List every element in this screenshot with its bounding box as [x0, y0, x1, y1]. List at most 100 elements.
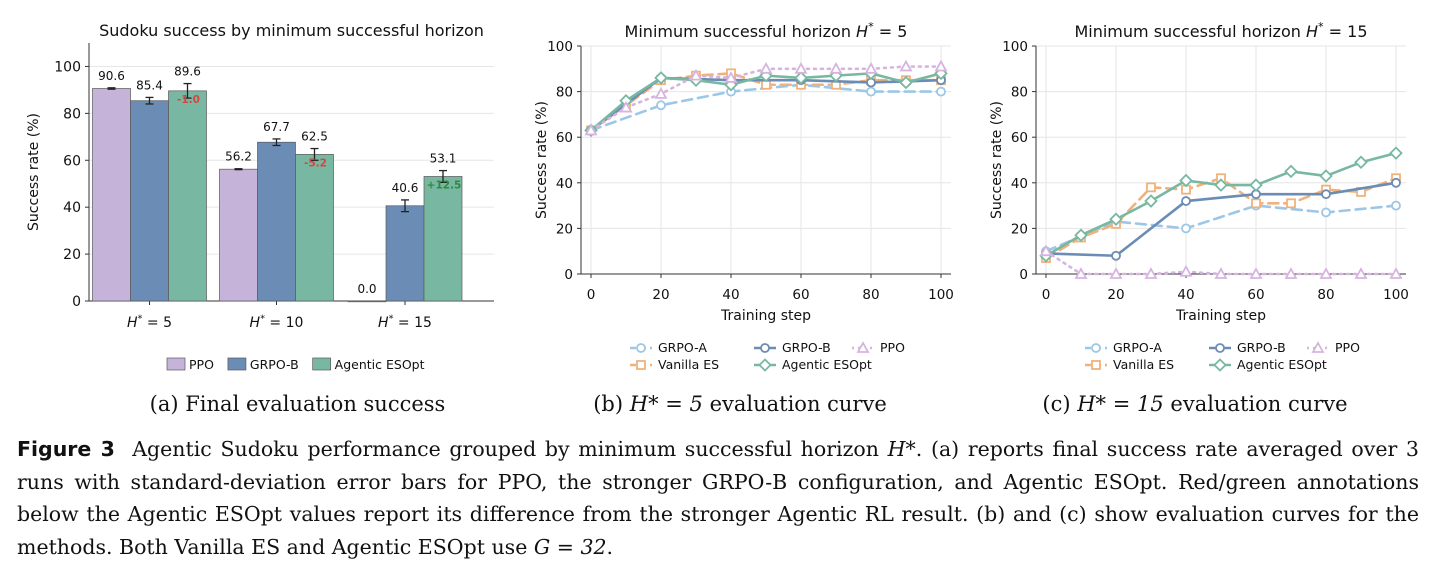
subcaption-c-tag: (c) — [1042, 392, 1071, 416]
subcaption-a-text: Final evaluation success — [185, 392, 446, 416]
point-ppo — [1074, 267, 1088, 279]
x-tick-label: 40 — [1177, 287, 1194, 303]
point-agentic-esopt — [1284, 164, 1298, 179]
legend-marker-vanilla-es — [1091, 360, 1101, 370]
y-tick-label: 60 — [1011, 130, 1028, 146]
point-agentic-esopt — [1179, 173, 1193, 188]
legend-marker-vanilla-es — [636, 360, 646, 370]
y-axis-label: Success rate (%) — [534, 101, 550, 219]
subcaption-c-math: H* = 15 — [1077, 392, 1164, 416]
legend-label-grpo-a: GRPO-A — [1113, 340, 1162, 355]
point-ppo — [1179, 264, 1193, 277]
point-ppo — [1214, 267, 1228, 279]
point-ppo — [724, 71, 738, 83]
point-ppo — [1284, 267, 1298, 279]
x-tick-label: 0 — [587, 287, 596, 303]
x-tick-label: 20 — [1107, 287, 1124, 303]
point-agentic-esopt — [794, 71, 808, 85]
point-ppo — [934, 59, 948, 72]
legend-label-grpo-b: GRPO-B — [1237, 340, 1286, 355]
panel-a: 0 20 40 60 80 100 Sudoku success by minimum su… — [0, 0, 520, 385]
point-agentic-esopt — [1389, 146, 1403, 160]
delta-annotation: -5.2 — [304, 157, 327, 169]
chart-title: Minimum successful horizon H* = 15 — [1074, 21, 1367, 41]
chart-title: Minimum successful horizon H* = 5 — [625, 21, 908, 41]
subcaption-c: (c) H* = 15 evaluation curve — [975, 392, 1415, 416]
caption-label: Figure 3 — [17, 437, 115, 461]
series-line-agentic-esopt — [1044, 151, 1398, 258]
point-vanilla-es — [1251, 198, 1261, 209]
legend-label-grpo-b: GRPO-B — [782, 340, 831, 355]
delta-annotation: +12.5 — [427, 179, 462, 191]
data-label: 67.7 — [263, 120, 290, 134]
legend-marker-ppo — [856, 341, 870, 353]
legend-marker-agentic-esopt — [758, 358, 772, 372]
caption-math2: G = 32 — [533, 534, 607, 559]
bar-grpo-b-0 — [130, 100, 169, 302]
y-tick-label: 0 — [1019, 267, 1028, 283]
point-ppo — [1249, 267, 1263, 279]
data-label: 56.2 — [225, 150, 252, 164]
point-agentic-esopt — [1249, 178, 1263, 192]
legend-marker-grpo-a — [1091, 343, 1101, 353]
y-tick-label: 0 — [72, 294, 81, 310]
x-tick-label: 60 — [1247, 287, 1264, 303]
point-ppo — [864, 61, 878, 74]
x-tick-label: 0 — [1042, 287, 1051, 303]
bar-grpo-b-2 — [385, 205, 425, 302]
chart-title: Sudoku success by minimum successful hor… — [99, 21, 484, 40]
bar-ppo-2 — [347, 300, 387, 303]
panel-b: 0 20 40 60 80 100 0 20 40 60 80 100 Minimum successf… — [510, 0, 970, 385]
x-tick-label: H* = 5 — [127, 313, 172, 331]
subcaption-a-tag: (a) — [149, 392, 179, 416]
legend-label-vanilla-es: Vanilla ES — [658, 357, 719, 372]
point-ppo — [1354, 267, 1368, 279]
x-tick-label: 60 — [792, 287, 809, 303]
y-tick-label: 100 — [1002, 39, 1028, 55]
point-agentic-esopt — [1144, 194, 1158, 208]
legend: GRPO-A Vanilla ES GRPO-B Agentic ESOpt PPO — [1085, 340, 1360, 372]
legend-label-agentic-esopt: Agentic ESOpt — [335, 357, 425, 372]
y-tick-label: 60 — [63, 153, 81, 169]
y-tick-label: 40 — [63, 200, 81, 216]
point-grpo-a — [1391, 200, 1401, 211]
legend-marker-ppo — [1311, 341, 1325, 353]
point-agentic-esopt — [654, 71, 668, 85]
legend-marker-agentic-esopt — [1213, 358, 1227, 372]
y-tick-label: 20 — [63, 247, 81, 263]
point-ppo — [1144, 267, 1158, 279]
y-axis-label: Success rate (%) — [989, 101, 1005, 219]
bar-chart-final-success: 0 20 40 60 80 100 Sudoku success by minimum su… — [26, 21, 494, 372]
point-agentic-esopt — [1354, 155, 1368, 170]
y-tick-label: 40 — [1011, 176, 1028, 192]
y-tick-label: 20 — [556, 221, 573, 237]
x-tick-label: 100 — [1383, 287, 1409, 303]
legend-label-agentic-esopt: Agentic ESOpt — [782, 357, 872, 372]
point-agentic-esopt — [1074, 228, 1088, 243]
point-ppo — [584, 123, 598, 136]
legend-label-ppo: PPO — [880, 340, 905, 355]
x-tick-label: H* = 10 — [250, 313, 304, 331]
data-label: 40.6 — [392, 181, 419, 195]
data-label: 53.1 — [430, 152, 457, 166]
data-label: 0.0 — [357, 282, 376, 296]
bar-agentic-esopt-2 — [423, 176, 463, 302]
point-grpo-a — [866, 86, 876, 97]
legend-label-ppo: PPO — [1335, 340, 1360, 355]
line-chart-h5: 0 20 40 60 80 100 0 20 40 60 80 100 Minimum successf… — [534, 21, 954, 372]
point-ppo — [1389, 267, 1403, 279]
line-chart-plot-c: 0 20 40 60 80 100 0 20 40 60 80 100 Minimum successf… — [989, 21, 1409, 324]
point-agentic-esopt — [1109, 212, 1123, 227]
point-ppo — [689, 68, 703, 81]
x-tick-label: 80 — [1317, 287, 1334, 303]
y-axis-label: Success rate (%) — [26, 113, 42, 231]
point-grpo-a — [1321, 207, 1331, 218]
y-tick-label: 60 — [556, 130, 573, 146]
legend-swatch-grpo-b — [227, 357, 247, 371]
y-tick-label: 80 — [1011, 85, 1028, 101]
legend: PPO GRPO-B Agentic ESOpt — [166, 357, 425, 372]
bar-agentic-esopt-1 — [295, 154, 334, 302]
point-ppo — [759, 61, 773, 74]
legend-label-grpo-a: GRPO-A — [658, 340, 707, 355]
point-grpo-a — [656, 100, 666, 111]
